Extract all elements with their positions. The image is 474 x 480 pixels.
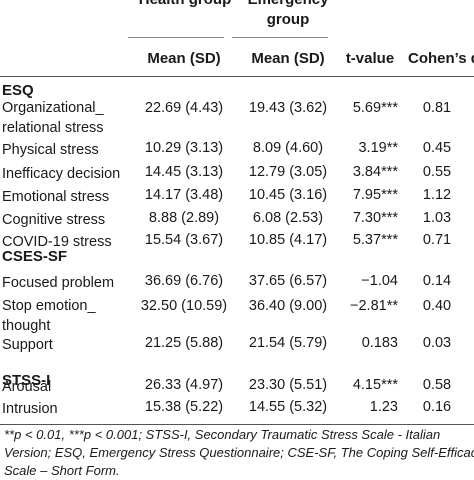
row-label: Inefficacy decision: [2, 166, 121, 182]
emergency-mean-cell: 8.09 (4.60): [252, 140, 324, 156]
row-label: Cognitive stress: [2, 212, 106, 228]
emergency-mean-cell: 10.45 (3.16): [248, 187, 328, 203]
cohens-d-cell: 0.58: [422, 377, 452, 393]
t-value-cell: 5.69***: [352, 100, 398, 116]
cohens-d-cell: 1.03: [422, 210, 452, 226]
t-value-cell: 4.15***: [352, 377, 398, 393]
health-mean-cell: 22.69 (4.43): [144, 100, 224, 116]
emergency-mean-cell: 6.08 (2.53): [252, 210, 324, 226]
health-mean-cell: 14.45 (3.13): [144, 164, 224, 180]
t-value-cell: 3.84***: [352, 164, 398, 180]
emergency-mean-cell: 37.65 (6.57): [248, 273, 328, 289]
cohens-d-cell: 0.81: [422, 100, 452, 116]
health-mean-cell: 26.33 (4.97): [144, 377, 224, 393]
row-label: Arousal: [2, 379, 52, 395]
health-mean-cell: 15.54 (3.67): [144, 232, 224, 248]
cohens-d-cell: 0.55: [422, 164, 452, 180]
cohens-d-cell: 0.16: [422, 399, 452, 415]
table-bottom-rule: [0, 424, 474, 425]
emergency-group-header: Emergency group: [248, 0, 329, 28]
emergency-mean-cell: 10.85 (4.17): [248, 232, 328, 248]
emergency-mean-cell: 19.43 (3.62): [248, 100, 328, 116]
t-value-cell: 3.19**: [358, 140, 398, 156]
row-label: Physical stress: [2, 142, 99, 158]
health-mean-cell: 10.29 (3.13): [144, 140, 224, 156]
group-header-underline-2: [232, 37, 328, 38]
t-value-cell: 1.23: [369, 399, 398, 415]
health-mean-cell: 15.38 (5.22): [144, 399, 224, 415]
health-mean-cell: 14.17 (3.48): [144, 187, 224, 203]
footnote-line-3: Scale – Short Form.: [4, 463, 120, 478]
health-group-header: Health group: [130, 0, 240, 10]
health-mean-cell: 21.25 (5.88): [144, 335, 224, 351]
t-value-cell: 0.183: [361, 335, 398, 351]
health-mean-cell: 8.88 (2.89): [148, 210, 220, 226]
mean-sd-header-2: Mean (SD): [251, 50, 325, 67]
t-value-cell: 7.95***: [352, 187, 398, 203]
cohens-d-cell: 1.12: [422, 187, 452, 203]
emergency-mean-cell: 12.79 (3.05): [248, 164, 328, 180]
emergency-mean-cell: 21.54 (5.79): [248, 335, 328, 351]
health-mean-cell: 36.69 (6.76): [144, 273, 224, 289]
health-mean-cell: 32.50 (10.59): [140, 298, 228, 314]
group-header-underline-1: [128, 37, 224, 38]
row-label: Focused problem: [2, 275, 115, 291]
t-value-header: t-value: [345, 50, 395, 67]
section-header: CSES-SF: [2, 248, 68, 265]
t-value-cell: −2.81**: [350, 298, 398, 314]
emergency-mean-cell: 14.55 (5.32): [248, 399, 328, 415]
emergency-mean-cell: 36.40 (9.00): [248, 298, 328, 314]
emergency-mean-cell: 23.30 (5.51): [248, 377, 328, 393]
row-label: Stop emotion_ thought: [2, 298, 96, 334]
t-value-cell: −1.04: [361, 273, 398, 289]
header-bottom-rule: [0, 76, 474, 77]
section-header: STSS-I: [2, 372, 51, 389]
row-label: COVID-19 stress: [2, 234, 112, 250]
cohens-d-cell: 0.03: [422, 335, 452, 351]
row-label: Organizational_ relational stress: [2, 100, 104, 136]
cohens-d-cell: 0.45: [422, 140, 452, 156]
cohens-d-cell: 0.40: [422, 298, 452, 314]
t-value-cell: 7.30***: [352, 210, 398, 226]
cohens-d-cell: 0.71: [422, 232, 452, 248]
cohens-d-header: Cohen’s d: [408, 50, 474, 67]
footnote-line-2: Version; ESQ, Emergency Stress Questionn…: [4, 445, 474, 460]
mean-sd-header-1: Mean (SD): [147, 50, 221, 67]
cohens-d-cell: 0.14: [422, 273, 452, 289]
section-header: ESQ: [2, 82, 34, 99]
row-label: Intrusion: [2, 401, 58, 417]
row-label: Support: [2, 337, 53, 353]
footnote-line-1: **p < 0.01, ***p < 0.001; STSS-I, Second…: [4, 427, 441, 442]
t-value-cell: 5.37***: [352, 232, 398, 248]
row-label: Emotional stress: [2, 189, 110, 205]
